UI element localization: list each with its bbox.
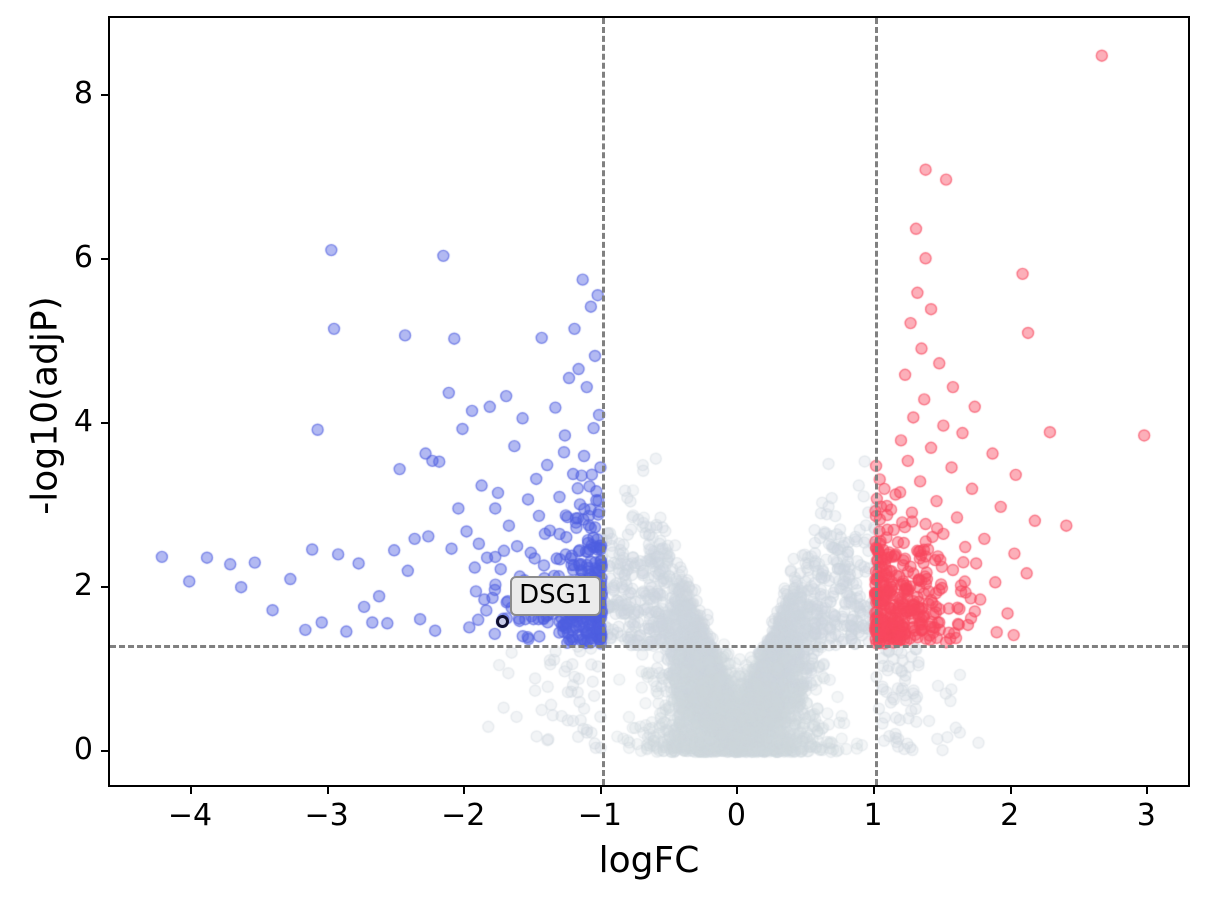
plot-area: DSG1 — [108, 16, 1190, 787]
x-tick-mark — [736, 787, 739, 794]
x-tick-label: 1 — [863, 798, 883, 833]
y-tick-mark — [101, 750, 108, 753]
y-tick-label: 4 — [73, 404, 93, 439]
scatter-points-canvas — [110, 18, 1188, 785]
x-tick-label: −1 — [577, 798, 622, 833]
logfc-threshold-line-left — [601, 18, 605, 785]
highlighted-gene-marker — [495, 615, 509, 629]
y-tick-label: 0 — [73, 732, 93, 768]
y-axis-title: -log10(adjP) — [24, 296, 66, 515]
y-tick-label: 8 — [73, 75, 93, 111]
x-tick-mark — [873, 787, 876, 794]
x-axis-title: logFC — [598, 840, 700, 881]
x-tick-label: 0 — [726, 798, 746, 833]
y-tick-mark — [101, 257, 108, 260]
logfc-threshold-line-right — [875, 18, 879, 785]
x-tick-mark — [1146, 787, 1149, 794]
gene-annotation-label: DSG1 — [510, 575, 602, 616]
x-tick-mark — [599, 787, 602, 794]
x-tick-label: −3 — [304, 798, 349, 833]
x-tick-mark — [463, 787, 466, 794]
y-tick-mark — [101, 586, 108, 589]
x-tick-label: −4 — [167, 798, 213, 833]
x-tick-mark — [326, 787, 329, 794]
x-tick-label: 2 — [1000, 798, 1020, 833]
x-tick-mark — [189, 787, 192, 794]
x-tick-label: −2 — [441, 798, 486, 833]
y-tick-label: 6 — [73, 239, 93, 275]
x-tick-label: 3 — [1136, 798, 1156, 833]
pvalue-threshold-line — [110, 645, 1188, 649]
y-tick-label: 2 — [73, 568, 93, 604]
x-tick-mark — [1009, 787, 1012, 794]
y-tick-mark — [101, 93, 108, 96]
y-tick-mark — [101, 422, 108, 424]
